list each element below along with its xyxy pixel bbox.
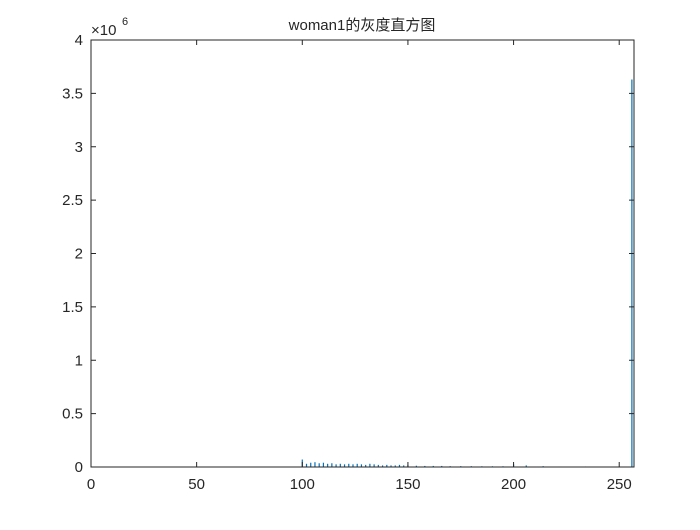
histogram-bar [394, 465, 396, 467]
histogram-bar [441, 465, 443, 467]
histogram-bar [365, 464, 367, 467]
histogram-bar [335, 464, 337, 467]
histogram-bar [331, 463, 333, 467]
plot-area [91, 40, 634, 467]
y-tick-label: 3.5 [62, 85, 83, 102]
histogram-bar [373, 464, 375, 467]
y-tick-label: 3 [75, 139, 83, 156]
histogram-bar [318, 463, 320, 467]
histogram-bar [339, 463, 341, 467]
histogram-bar [432, 465, 434, 467]
histogram-bar [305, 463, 308, 467]
x-tick-label: 100 [290, 476, 315, 493]
y-axis-ticks: 0 0.5 1 1.5 2 2.5 3 3.5 4 [62, 32, 634, 476]
x-axis-ticks: 0 50 100 150 200 250 [87, 40, 632, 493]
y-exponent-base: ×10 [91, 22, 116, 39]
y-tick-label: 1.5 [62, 299, 83, 316]
histogram-bar [314, 462, 316, 467]
y-tick-label: 0.5 [62, 406, 83, 423]
y-tick-label: 2 [75, 246, 83, 263]
histogram-bar [310, 462, 312, 467]
histogram-bar [424, 465, 426, 467]
histogram-bar [377, 464, 379, 467]
histogram-bar [356, 463, 358, 467]
y-tick-label: 4 [75, 32, 83, 49]
histogram-bar [525, 465, 527, 467]
chart-title: woman1的灰度直方图 [288, 17, 436, 34]
y-exponent-power: 6 [122, 16, 128, 28]
histogram-bar [403, 465, 405, 467]
x-tick-label: 150 [395, 476, 420, 493]
histogram-bar [390, 465, 392, 467]
histogram-bar [322, 462, 325, 467]
histogram-bar [327, 463, 329, 467]
histogram-bar [343, 464, 346, 467]
histogram-bar [398, 464, 401, 467]
y-tick-label: 2.5 [62, 192, 83, 209]
y-tick-label: 1 [75, 352, 83, 369]
histogram-bar [369, 463, 371, 467]
histogram-bar [415, 465, 417, 467]
x-tick-label: 200 [501, 476, 526, 493]
histogram-bar [352, 464, 354, 467]
histogram-bar [360, 464, 363, 467]
histogram-bar [348, 463, 350, 467]
histogram-bar [381, 465, 384, 467]
histogram-bar [631, 79, 633, 467]
y-tick-label: 0 [75, 459, 83, 476]
histogram-bar [386, 464, 388, 467]
x-tick-label: 50 [188, 476, 205, 493]
x-tick-label: 250 [607, 476, 632, 493]
x-tick-label: 0 [87, 476, 95, 493]
